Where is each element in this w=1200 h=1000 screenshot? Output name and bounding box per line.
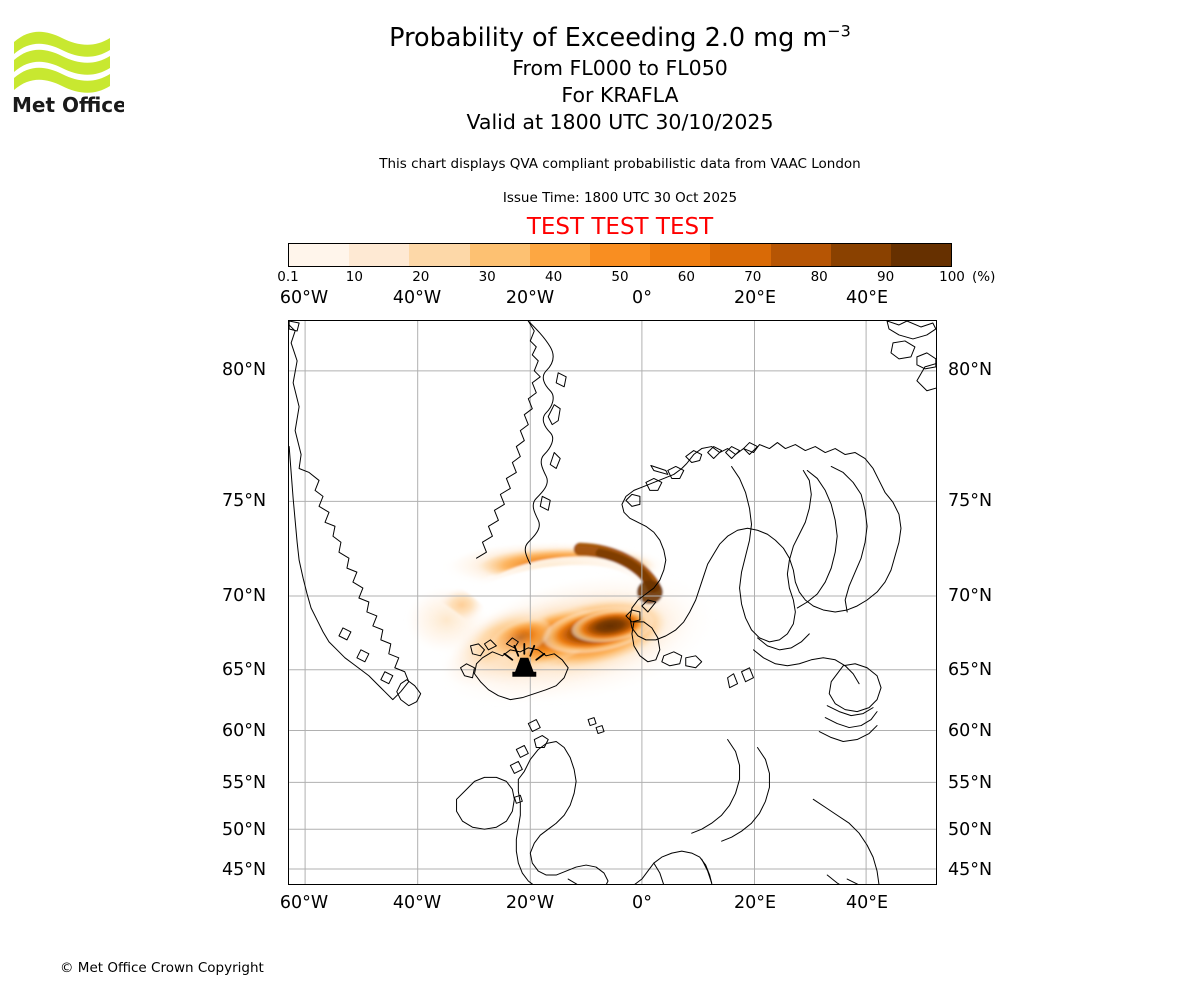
test-banner: TEST TEST TEST (526, 214, 714, 240)
issue-time-label: Issue Time: 1800 UTC 30 Oct 2025 (502, 190, 738, 206)
lat-tick-left-70°N: 70°N (222, 586, 267, 606)
copyright-notice: © Met Office Crown Copyright (60, 960, 264, 976)
colorbar-tick-60: 60 (677, 269, 695, 285)
lat-tick-left-50°N: 50°N (222, 820, 267, 840)
chart-title-block: Probability of Exceeding 2.0 mg m−3 From… (180, 22, 1060, 136)
map-svg (289, 321, 936, 884)
colorbar-tick-30: 30 (478, 269, 496, 285)
met-office-wordmark: Met Office (12, 93, 124, 116)
met-office-logo-mark: Met Office (12, 31, 124, 116)
coastlines (289, 321, 936, 884)
colorbar-tick-0.1: 0.1 (277, 269, 299, 285)
colorbar-tick-40: 40 (545, 269, 563, 285)
colorbar-band-0 (289, 244, 350, 266)
volcano-marker-krafla (503, 642, 546, 677)
colorbar-unit-label: (%) (972, 269, 996, 285)
colorbar-band-9 (830, 244, 891, 266)
lat-tick-right-50°N: 50°N (948, 820, 993, 840)
lat-tick-left-75°N: 75°N (222, 491, 267, 511)
colorbar-band-4 (529, 244, 590, 266)
lat-tick-left-45°N: 45°N (222, 860, 267, 880)
colorbar-tick-20: 20 (412, 269, 430, 285)
lat-tick-right-65°N: 65°N (948, 660, 993, 680)
lon-tick-20°E: 20°E (733, 288, 777, 308)
colorbar-band-2 (409, 244, 470, 266)
probability-colorbar (288, 243, 952, 267)
lon-tick-40°W: 40°W (392, 893, 442, 913)
lat-tick-left-65°N: 65°N (222, 660, 267, 680)
colorbar-band-7 (710, 244, 771, 266)
lat-tick-right-60°N: 60°N (948, 721, 993, 741)
longitude-axis-top: 60°W 40°W 20°W 0° 20°E 40°E (0, 288, 1200, 310)
colorbar-band-3 (469, 244, 530, 266)
lon-tick-60°W: 60°W (279, 893, 329, 913)
lat-tick-left-80°N: 80°N (222, 360, 267, 380)
colorbar-tick-80: 80 (810, 269, 828, 285)
lat-tick-right-80°N: 80°N (948, 360, 993, 380)
volcano-subtitle: For KRAFLA (561, 83, 679, 107)
colorbar-tick-50: 50 (611, 269, 629, 285)
lat-tick-right-55°N: 55°N (948, 773, 993, 793)
colorbar-band-8 (770, 244, 831, 266)
lat-tick-right-75°N: 75°N (948, 491, 993, 511)
colorbar-band-1 (349, 244, 410, 266)
colorbar-tick-10: 10 (345, 269, 363, 285)
valid-time-subtitle: Valid at 1800 UTC 30/10/2025 (466, 110, 774, 134)
lon-tick-40°W: 40°W (392, 288, 442, 308)
colorbar-tick-70: 70 (744, 269, 762, 285)
met-office-logo: Met Office (12, 24, 124, 116)
lat-tick-left-55°N: 55°N (222, 773, 267, 793)
flight-level-subtitle: From FL000 to FL050 (512, 56, 728, 80)
lon-tick-20°W: 20°W (505, 893, 555, 913)
colorbar-swatches (288, 243, 952, 267)
lon-tick-40°E: 40°E (845, 893, 889, 913)
lat-tick-right-70°N: 70°N (948, 586, 993, 606)
ash-probability-field (404, 519, 717, 707)
lon-tick-20°E: 20°E (733, 893, 777, 913)
colorbar-tick-labels: 0.1 10 20 30 40 50 60 70 80 90 100 (250, 269, 1010, 287)
colorbar-tick-90: 90 (877, 269, 895, 285)
lon-tick-40°E: 40°E (845, 288, 889, 308)
lon-tick-60°W: 60°W (279, 288, 329, 308)
map-graticule (289, 321, 936, 884)
lat-tick-right-45°N: 45°N (948, 860, 993, 880)
longitude-axis-bottom: 60°W 40°W 20°W 0° 20°E 40°E (0, 893, 1200, 915)
map-plot-area (288, 320, 937, 885)
colorbar-band-6 (650, 244, 711, 266)
lon-tick-0°: 0° (632, 893, 652, 913)
lat-tick-left-60°N: 60°N (222, 721, 267, 741)
qva-disclaimer: This chart displays QVA compliant probab… (379, 156, 861, 172)
lon-tick-0°: 0° (632, 288, 652, 308)
page-title-exponent: −3 (827, 21, 851, 41)
page-title-text: Probability of Exceeding 2.0 mg m (389, 23, 828, 53)
colorbar-band-10 (890, 244, 952, 266)
colorbar-band-5 (589, 244, 651, 266)
colorbar-tick-100: 100 (939, 269, 965, 285)
page-title: Probability of Exceeding 2.0 mg m−3 (180, 22, 1060, 55)
lon-tick-20°W: 20°W (505, 288, 555, 308)
